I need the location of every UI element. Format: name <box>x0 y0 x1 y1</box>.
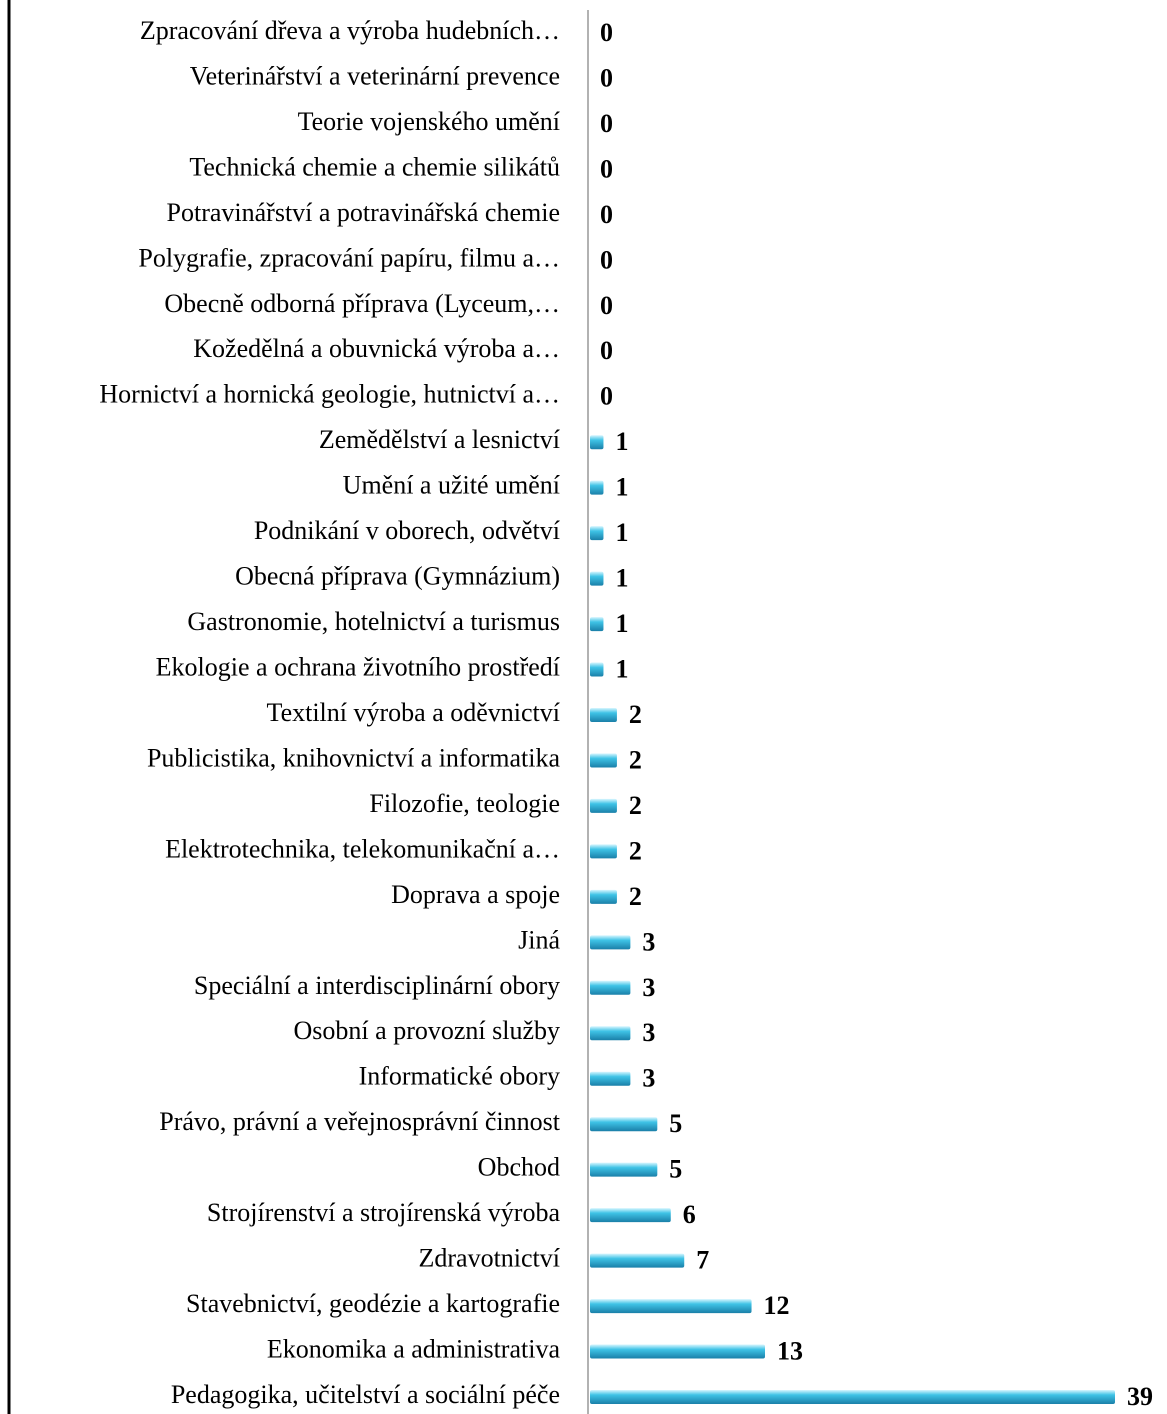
category-label: Gastronomie, hotelnictví a turismus <box>187 607 560 636</box>
category-label: Umění a užité umění <box>343 471 560 500</box>
category-label: Ekologie a ochrana životního prostředí <box>156 653 560 682</box>
value-label: 1 <box>615 655 628 684</box>
bar <box>590 1208 671 1223</box>
category-label: Publicistika, knihovnictví a informatika <box>147 743 561 772</box>
category-label: Filozofie, teologie <box>369 789 560 818</box>
category-label: Stavebnictví, geodézie a kartografie <box>186 1289 560 1318</box>
bar <box>590 1117 658 1132</box>
bar <box>590 798 617 813</box>
value-label: 13 <box>777 1337 803 1366</box>
value-label: 0 <box>600 245 613 274</box>
value-label: 3 <box>642 1018 655 1047</box>
value-label: 2 <box>629 836 642 865</box>
category-label: Obecná příprava (Gymnázium) <box>235 562 560 591</box>
value-label: 12 <box>764 1291 790 1320</box>
value-label: 1 <box>615 473 628 502</box>
bar <box>590 844 617 859</box>
value-label: 2 <box>629 700 642 729</box>
category-label: Veterinářství a veterinární prevence <box>190 61 560 90</box>
bar <box>590 753 617 768</box>
value-label: 1 <box>615 609 628 638</box>
category-label: Zemědělství a lesnictví <box>319 425 560 454</box>
value-label: 3 <box>642 1064 655 1093</box>
value-label: 0 <box>600 200 613 229</box>
value-label: 0 <box>600 382 613 411</box>
category-label: Potravinářství a potravinářská chemie <box>167 198 560 227</box>
bar <box>590 435 604 450</box>
category-label: Doprava a spoje <box>391 880 560 909</box>
bar <box>590 889 617 904</box>
category-label: Speciální a interdisciplinární obory <box>194 971 560 1000</box>
category-label: Obecně odborná příprava (Lyceum,… <box>164 289 560 318</box>
category-label: Obchod <box>478 1153 560 1182</box>
category-label: Pedagogika, učitelství a sociální péče <box>171 1380 560 1409</box>
category-label: Podnikání v oborech, odvětví <box>254 516 560 545</box>
category-label: Informatické obory <box>359 1062 560 1091</box>
category-label: Hornictví a hornická geologie, hutnictví… <box>99 380 560 409</box>
bar <box>590 617 604 632</box>
value-label: 0 <box>600 336 613 365</box>
bar <box>590 1299 752 1314</box>
value-label: 2 <box>629 745 642 774</box>
bar <box>590 662 604 677</box>
value-label: 2 <box>629 882 642 911</box>
category-label: Strojírenství a strojírenská výroba <box>207 1198 561 1227</box>
category-label: Zdravotnictví <box>418 1244 560 1273</box>
value-label: 5 <box>669 1155 682 1184</box>
bar <box>590 1390 1115 1404</box>
category-label: Jiná <box>518 925 560 954</box>
value-label: 3 <box>642 973 655 1002</box>
category-label: Osobní a provozní služby <box>294 1016 560 1045</box>
value-label: 0 <box>600 291 613 320</box>
bar <box>590 708 617 722</box>
value-label: 0 <box>600 154 613 183</box>
category-label: Polygrafie, zpracování papíru, filmu a… <box>138 243 560 272</box>
category-label: Zpracování dřeva a výroba hudebních… <box>140 16 560 45</box>
value-label: 0 <box>600 63 613 92</box>
bar <box>590 1026 631 1041</box>
bar <box>590 980 631 995</box>
category-label: Textilní výroba a oděvnictví <box>267 698 561 727</box>
value-label: 7 <box>696 1246 709 1275</box>
bar <box>590 1253 685 1268</box>
value-label: 0 <box>600 18 613 47</box>
bar <box>590 935 631 950</box>
value-label: 1 <box>615 564 628 593</box>
category-label: Teorie vojenského umění <box>298 107 560 136</box>
value-label: 1 <box>615 427 628 456</box>
bar <box>590 480 604 495</box>
value-label: 3 <box>642 927 655 956</box>
value-label: 0 <box>600 109 613 138</box>
value-label: 39 <box>1127 1382 1153 1411</box>
category-label: Právo, právní a veřejnosprávní činnost <box>159 1107 561 1136</box>
category-label: Ekonomika a administrativa <box>267 1335 561 1364</box>
category-label: Elektrotechnika, telekomunikační a… <box>165 834 560 863</box>
value-label: 6 <box>683 1200 696 1229</box>
category-label: Kožedělná a obuvnická výroba a… <box>193 334 560 363</box>
bar <box>590 571 604 586</box>
value-label: 5 <box>669 1109 682 1138</box>
bar <box>590 1344 765 1359</box>
bar <box>590 526 604 541</box>
bar <box>590 1071 631 1086</box>
bar <box>590 1162 658 1177</box>
value-label: 2 <box>629 791 642 820</box>
value-label: 1 <box>615 518 628 547</box>
category-label: Technická chemie a chemie silikátů <box>189 152 560 181</box>
